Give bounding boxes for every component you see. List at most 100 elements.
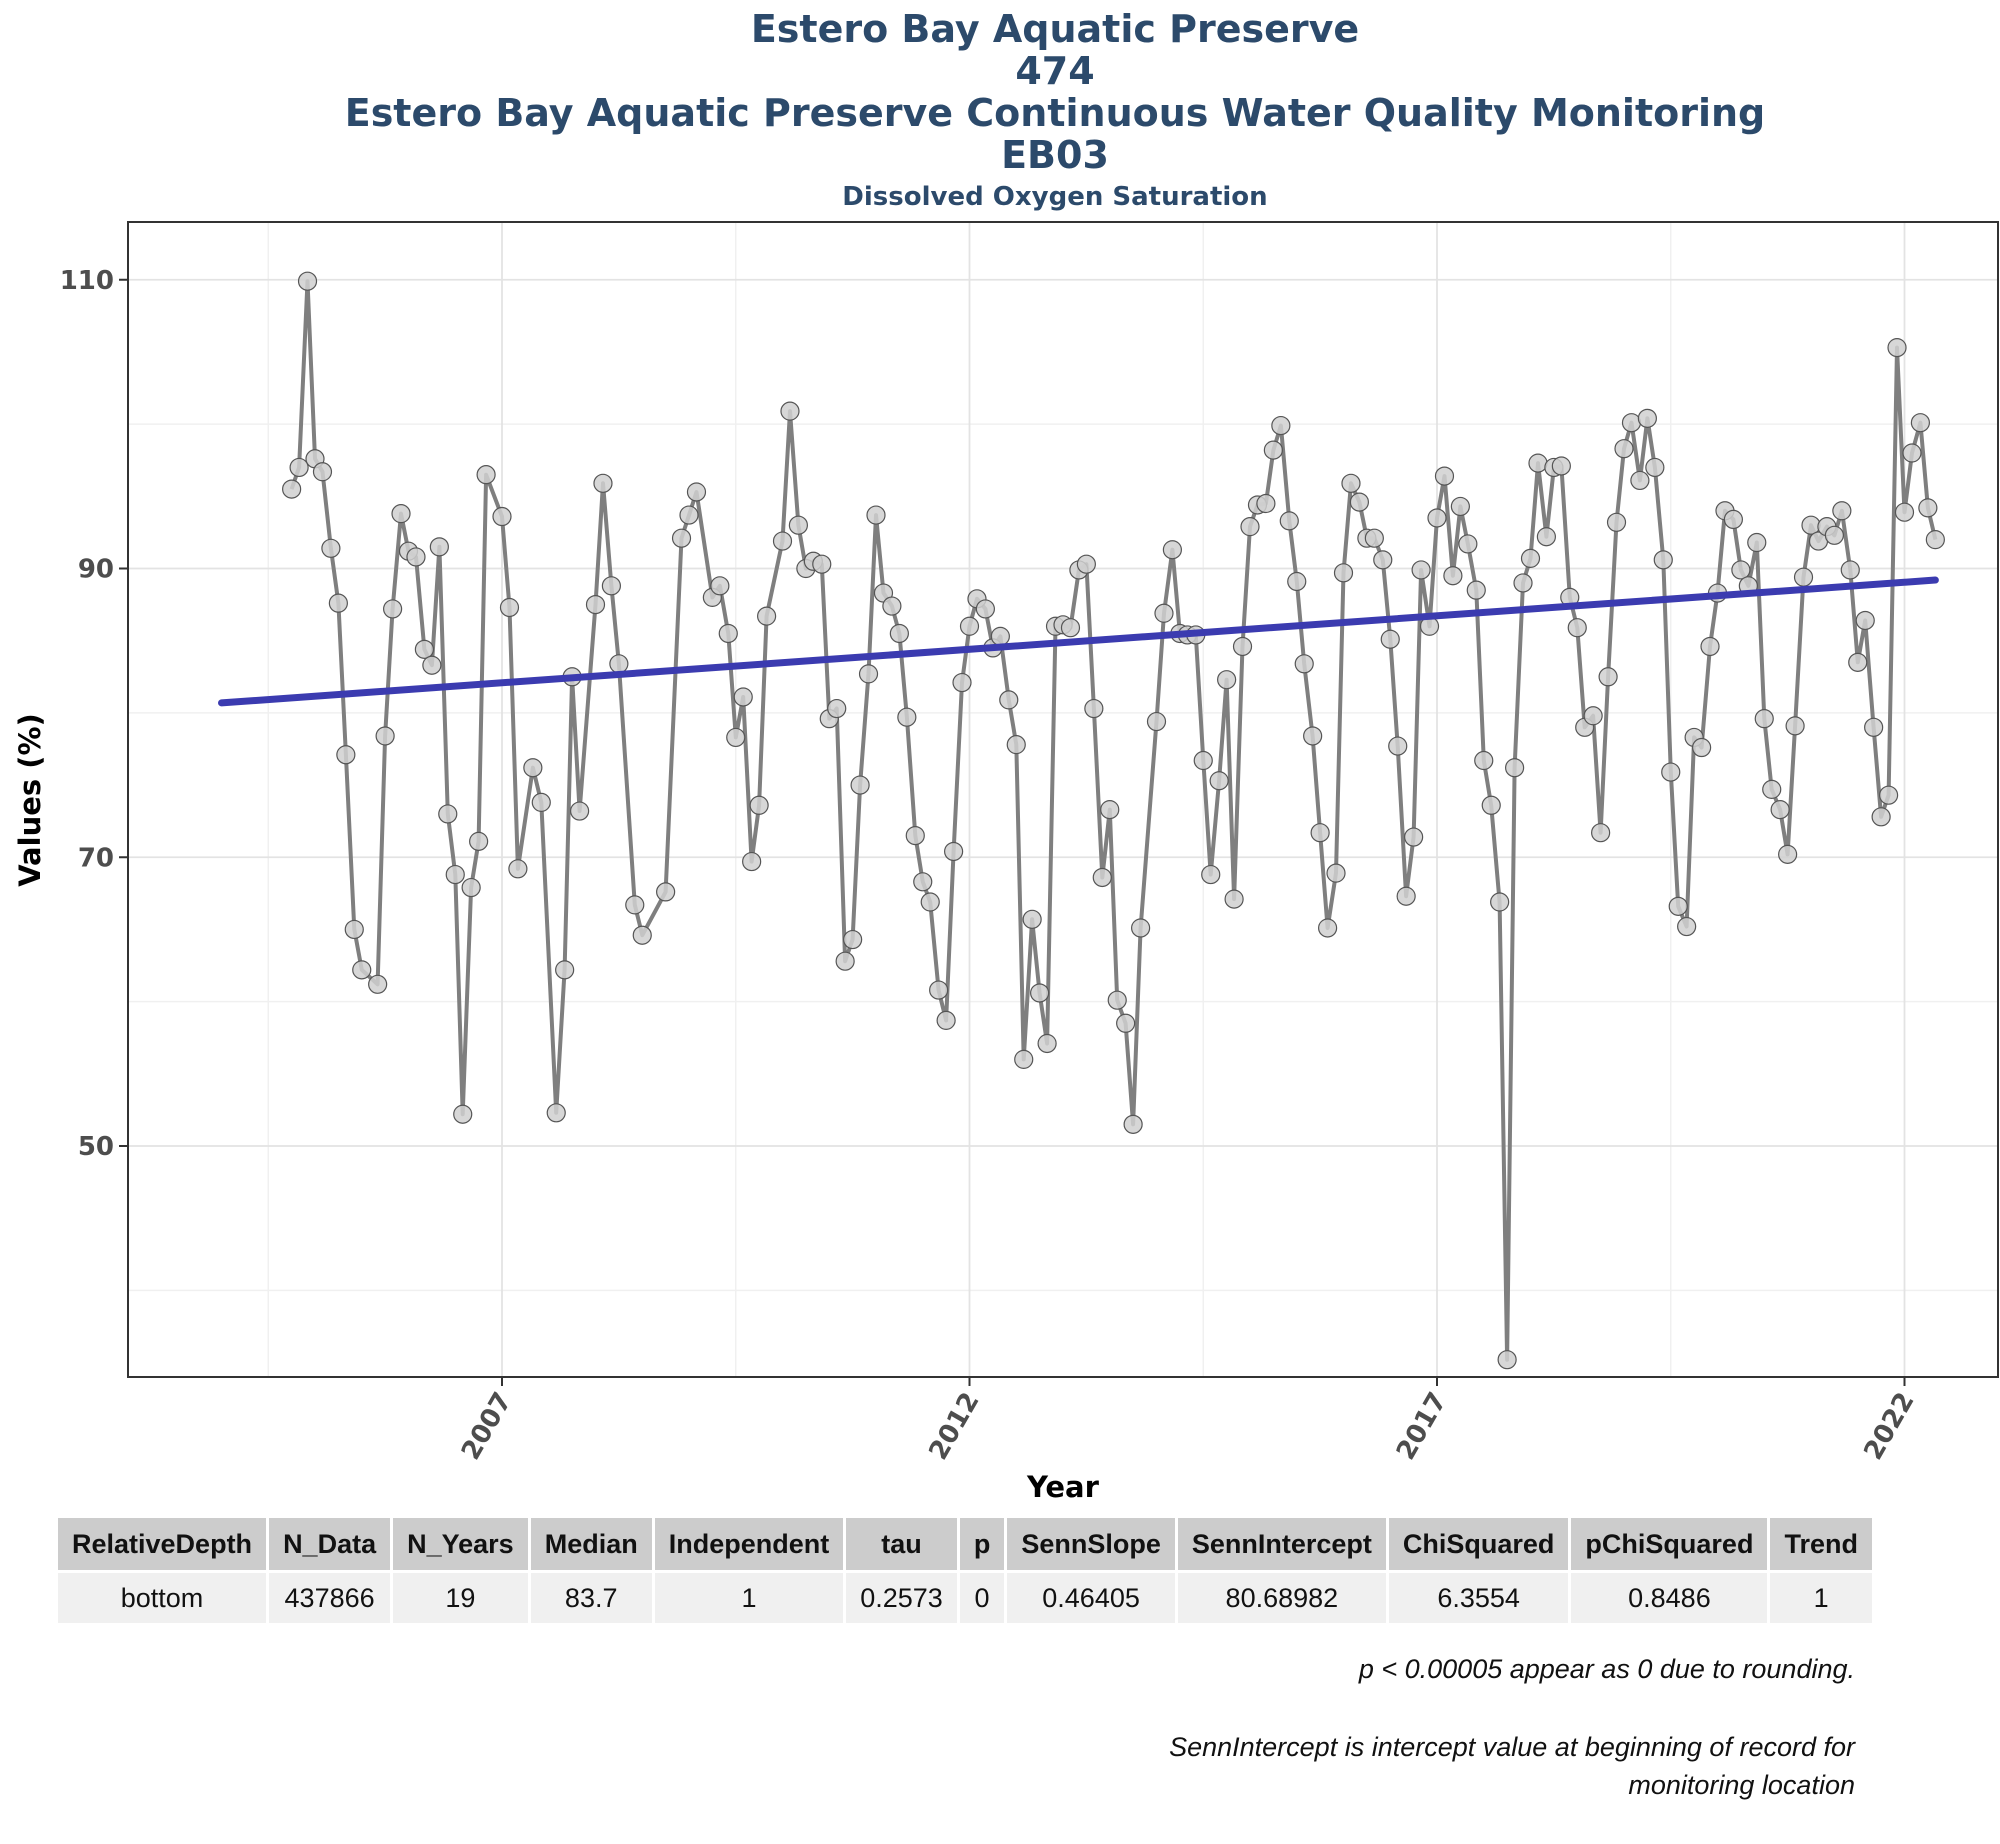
data-point	[1598, 667, 1618, 687]
data-point	[523, 758, 543, 778]
grid-lines	[128, 222, 1998, 1377]
line-chart: 2007 2012 2017 2022 50 70 90 110 Year Values (%…	[13, 221, 1999, 1500]
data-point	[546, 1103, 566, 1123]
data-point	[952, 672, 972, 693]
stats-value-cell: 83.7	[530, 1573, 652, 1623]
y-axis-label: Values (%)	[13, 713, 47, 887]
data-point	[1388, 736, 1408, 756]
data-point	[1193, 750, 1213, 771]
data-point	[1326, 863, 1346, 883]
data-point	[1840, 560, 1860, 580]
y-tick-label: 50	[78, 1132, 114, 1162]
data-point	[897, 707, 917, 727]
plot-panel-border	[127, 221, 1999, 1378]
data-point	[1887, 338, 1907, 358]
stats-data-row: bottom 437866 19 83.7 1 0.2573 0 0.46405 80.6898…	[58, 1573, 1872, 1623]
y-tick-label: 110	[60, 266, 114, 296]
chart-title-line-1: Estero Bay Aquatic Preserve	[750, 7, 1360, 51]
data-point	[1310, 823, 1330, 843]
data-point	[1653, 550, 1673, 570]
data-point	[975, 599, 995, 619]
data-point	[1411, 560, 1431, 580]
trend-line	[218, 576, 1939, 707]
data-points	[282, 271, 1945, 1370]
data-point	[936, 1010, 956, 1030]
data-point	[1434, 466, 1455, 486]
data-point	[1303, 726, 1323, 746]
data-point	[312, 462, 333, 482]
data-point	[1318, 918, 1338, 938]
data-point	[726, 727, 746, 748]
data-point	[1902, 443, 1922, 463]
stats-header-cell: SennIntercept	[1177, 1518, 1386, 1573]
footnotes: p < 0.00005 appear as 0 due to rounding.…	[1155, 1650, 1855, 1844]
stats-value-cell: 1	[654, 1573, 844, 1623]
data-point	[1100, 800, 1120, 820]
data-point	[282, 479, 302, 499]
data-point	[1567, 618, 1587, 638]
stats-value-cell: 0	[959, 1573, 1005, 1623]
data-point	[383, 599, 403, 619]
chart-title-line-3: Estero Bay Aquatic Preserve Continuous W…	[344, 91, 1766, 135]
data-point	[749, 795, 769, 815]
data-point	[742, 851, 762, 872]
data-point	[531, 792, 551, 812]
data-point	[1637, 408, 1657, 428]
chart-title-line-4: EB03	[1001, 133, 1109, 177]
data-point	[929, 980, 949, 1000]
data-point	[1373, 550, 1393, 570]
stats-value-cell: 0.2573	[846, 1573, 957, 1623]
data-point	[1232, 636, 1253, 657]
data-point	[1700, 636, 1720, 657]
data-point	[1333, 563, 1354, 583]
stats-header-cell: N_Years	[393, 1518, 528, 1573]
data-point	[1832, 501, 1852, 521]
data-point	[1583, 706, 1603, 726]
data-point	[406, 547, 426, 567]
data-point	[1256, 493, 1276, 514]
data-point	[679, 505, 699, 525]
data-point	[1910, 413, 1930, 433]
data-point	[1396, 886, 1416, 906]
data-point	[733, 687, 753, 707]
data-point	[429, 537, 449, 557]
data-point	[609, 654, 629, 674]
data-point	[1824, 525, 1844, 545]
data-point	[1217, 670, 1237, 690]
data-point	[1692, 737, 1712, 758]
data-point	[328, 593, 348, 613]
title-block: Estero Bay Aquatic Preserve 474 Estero B…	[0, 8, 2000, 214]
data-point	[1801, 515, 1821, 535]
data-point	[1621, 413, 1642, 433]
data-point	[1404, 827, 1424, 847]
data-point	[1630, 470, 1650, 491]
data-point	[1154, 603, 1174, 623]
data-point	[1349, 492, 1369, 512]
data-point	[1287, 571, 1307, 592]
data-point	[555, 960, 575, 980]
data-point	[391, 504, 411, 524]
data-point	[368, 974, 388, 994]
data-point	[1762, 779, 1782, 799]
data-point	[788, 515, 808, 535]
data-point	[1427, 508, 1447, 528]
data-point	[1060, 618, 1081, 638]
data-point	[1294, 654, 1314, 674]
data-point	[1006, 735, 1026, 755]
stats-table: RelativeDepth N_Data N_Years Median Independ…	[55, 1518, 1875, 1623]
stats-header-cell: RelativeDepth	[58, 1518, 267, 1573]
data-point	[835, 951, 855, 971]
x-tick-label: 2012	[923, 1388, 985, 1466]
stats-value-cell: 0.8486	[1571, 1573, 1768, 1623]
data-point	[593, 473, 613, 493]
data-point	[671, 528, 692, 548]
stats-header-cell: Independent	[654, 1518, 844, 1573]
data-point	[718, 623, 738, 644]
stats-header-cell: ChiSquared	[1388, 1518, 1569, 1573]
x-tick-label: 2022	[1858, 1388, 1920, 1466]
data-point	[1201, 864, 1221, 885]
data-point	[1341, 473, 1361, 493]
chart-title-line-2: 474	[1015, 49, 1095, 93]
data-point	[1677, 916, 1697, 937]
data-point	[1591, 823, 1611, 843]
